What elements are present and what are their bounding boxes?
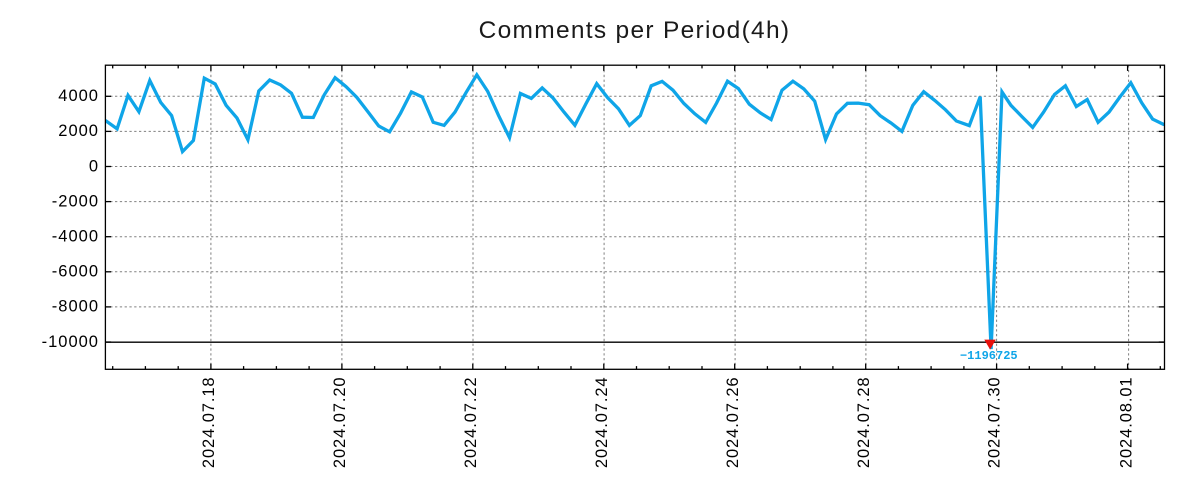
- svg-text:2000: 2000: [58, 122, 99, 140]
- svg-text:-10000: -10000: [42, 333, 99, 351]
- svg-text:2024.07.24: 2024.07.24: [593, 377, 611, 469]
- svg-text:−1196725: −1196725: [960, 349, 1018, 363]
- svg-text:2024.08.01: 2024.08.01: [1118, 377, 1136, 469]
- svg-text:0: 0: [89, 157, 99, 175]
- svg-text:2024.07.28: 2024.07.28: [855, 377, 873, 469]
- svg-text:2024.07.26: 2024.07.26: [724, 377, 742, 469]
- svg-text:-2000: -2000: [52, 192, 99, 210]
- svg-text:-6000: -6000: [52, 263, 99, 281]
- svg-text:4000: 4000: [58, 87, 99, 105]
- svg-text:2024.07.20: 2024.07.20: [331, 377, 349, 469]
- svg-text:2024.07.22: 2024.07.22: [462, 377, 480, 469]
- svg-text:2024.07.30: 2024.07.30: [986, 377, 1004, 469]
- svg-text:-8000: -8000: [52, 298, 99, 316]
- svg-text:2024.07.18: 2024.07.18: [200, 377, 218, 469]
- svg-text:Comments per Period(4h): Comments per Period(4h): [479, 17, 791, 44]
- svg-text:-4000: -4000: [52, 228, 99, 246]
